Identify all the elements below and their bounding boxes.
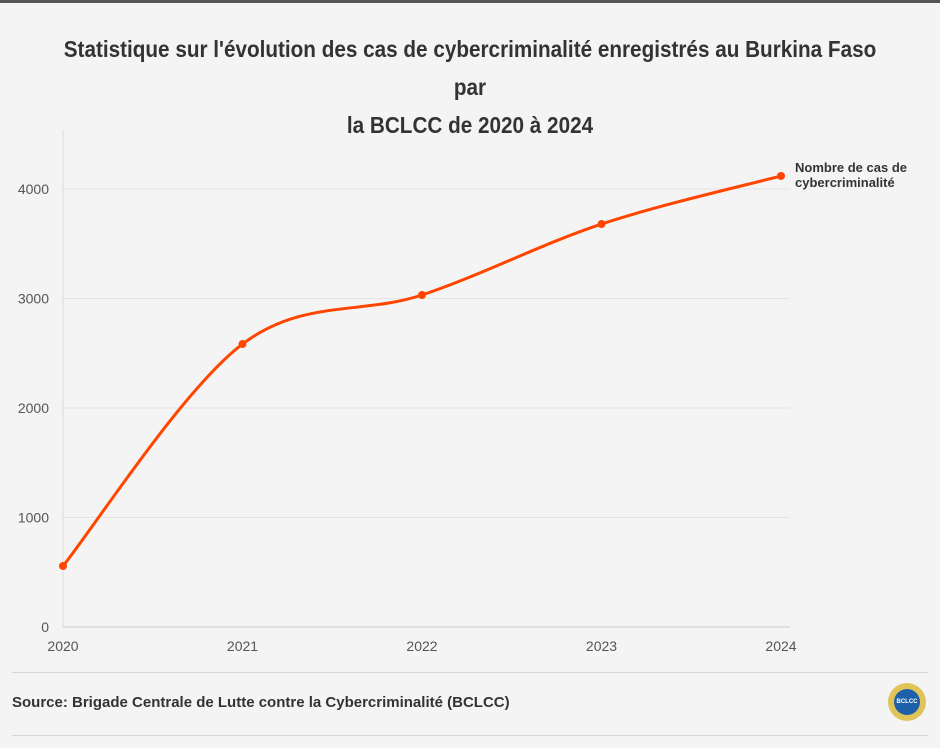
x-tick-label: 2022 bbox=[406, 638, 437, 654]
x-tick-label: 2021 bbox=[227, 638, 258, 654]
title-line-2: la BCLCC de 2020 à 2024 bbox=[346, 112, 594, 138]
y-tick-label: 4000 bbox=[18, 181, 49, 197]
y-tick-label: 3000 bbox=[18, 291, 49, 307]
data-point bbox=[777, 171, 785, 180]
data-point bbox=[238, 340, 247, 349]
data-point bbox=[597, 220, 606, 229]
chart-title: Statistique sur l'évolution des cas de c… bbox=[47, 30, 893, 144]
x-tick-label: 2023 bbox=[586, 638, 617, 654]
data-point bbox=[59, 562, 67, 571]
title-line-1: Statistique sur l'évolution des cas de c… bbox=[63, 36, 877, 100]
series-line bbox=[61, 174, 782, 567]
bclcc-logo: BCLCC bbox=[888, 683, 926, 721]
x-tick-label: 2024 bbox=[765, 638, 796, 654]
data-point bbox=[418, 290, 426, 299]
y-tick-label: 0 bbox=[41, 619, 49, 635]
divider bbox=[12, 672, 928, 673]
y-tick-label: 2000 bbox=[18, 400, 49, 416]
x-tick-label: 2020 bbox=[47, 638, 78, 654]
source-text: Source: Brigade Centrale de Lutte contre… bbox=[12, 694, 510, 711]
series-label: cybercriminalité bbox=[795, 175, 895, 190]
series-label: Nombre de cas de bbox=[795, 160, 907, 175]
top-bar bbox=[0, 0, 940, 3]
divider bbox=[12, 735, 928, 736]
y-tick-label: 1000 bbox=[18, 510, 49, 526]
